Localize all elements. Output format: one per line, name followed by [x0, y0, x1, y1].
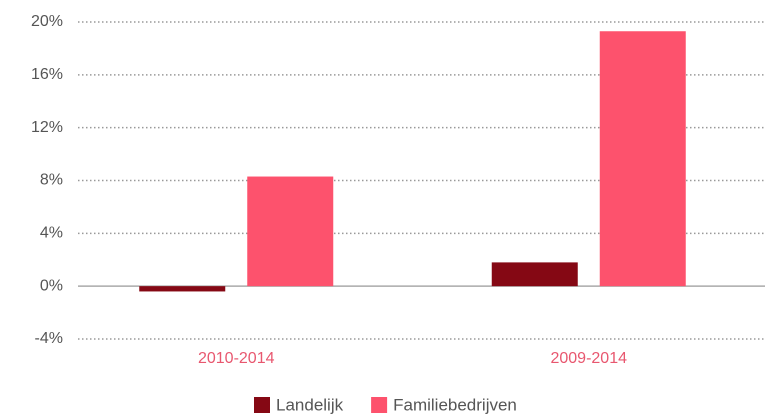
y-tick-label: 12% [31, 119, 63, 136]
legend-swatch [371, 397, 388, 413]
y-tick-label: 20% [31, 13, 63, 30]
y-tick-label: 8% [40, 172, 63, 189]
bar [599, 31, 686, 287]
legend-swatch [254, 397, 270, 413]
bar [139, 286, 226, 292]
legend-label: Familiebedrijven [393, 395, 517, 414]
y-tick-label: 4% [40, 225, 63, 242]
bar [491, 262, 578, 287]
bar [247, 176, 334, 287]
x-tick-label: 2010-2014 [198, 350, 275, 367]
legend-label: Landelijk [276, 395, 344, 414]
y-tick-label: 16% [31, 66, 63, 83]
x-tick-label: 2009-2014 [550, 350, 627, 367]
y-tick-label: -4% [35, 330, 63, 347]
y-tick-label: 0% [40, 277, 63, 294]
